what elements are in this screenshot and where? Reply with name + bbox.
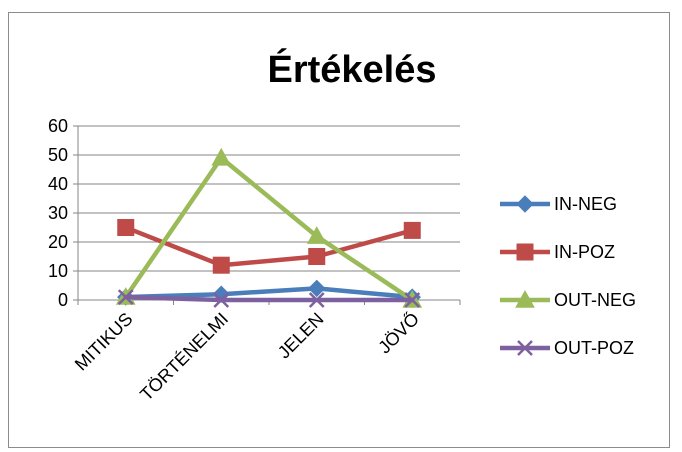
legend-marker — [515, 289, 535, 308]
y-tick-label: 20 — [48, 232, 68, 252]
data-point — [213, 292, 230, 308]
legend-label: OUT-NEG — [554, 290, 636, 310]
data-point — [211, 147, 232, 166]
data-point — [212, 256, 230, 274]
data-point — [308, 292, 325, 308]
y-tick-label: 0 — [58, 290, 68, 310]
x-tick-label: TÖRTÉNELMI — [136, 309, 232, 405]
legend-item: IN-NEG — [500, 194, 617, 214]
series-lines — [115, 147, 423, 308]
legend-label: IN-NEG — [554, 194, 617, 214]
x-tick-label: MITIKUS — [71, 309, 137, 375]
legend-label: IN-POZ — [554, 242, 615, 262]
legend-item: OUT-NEG — [500, 289, 636, 310]
data-point — [404, 292, 421, 308]
data-point — [117, 219, 135, 236]
series-line — [123, 286, 415, 300]
data-point — [308, 248, 326, 265]
data-point — [403, 221, 421, 239]
y-tick-label: 40 — [48, 174, 68, 194]
legend-item: OUT-POZ — [500, 338, 634, 358]
series-line — [123, 225, 415, 268]
series-out-poz — [117, 289, 421, 308]
data-point — [308, 279, 326, 298]
x-tick-label: JÖVŐ — [374, 308, 424, 358]
legend: IN-NEG IN-POZ OUT-NEG OUT-POZ — [500, 194, 636, 358]
y-tick-label: 60 — [48, 116, 68, 136]
x-tick-label: JELEN — [274, 309, 328, 363]
y-tick-label: 10 — [48, 261, 68, 281]
legend-marker — [516, 243, 534, 261]
data-point — [306, 226, 327, 244]
legend-label: OUT-POZ — [554, 338, 634, 358]
legend-marker — [517, 340, 533, 356]
series-line — [123, 294, 415, 303]
legend-item: IN-POZ — [500, 242, 615, 262]
series-line — [123, 155, 415, 303]
data-point — [117, 289, 134, 305]
y-tick-label: 50 — [48, 145, 68, 165]
y-tick-label: 30 — [48, 203, 68, 223]
series-in-poz — [117, 219, 421, 274]
legend-marker — [516, 195, 534, 213]
chart-title: Értékelés — [267, 47, 436, 91]
series-out-neg — [115, 147, 423, 308]
